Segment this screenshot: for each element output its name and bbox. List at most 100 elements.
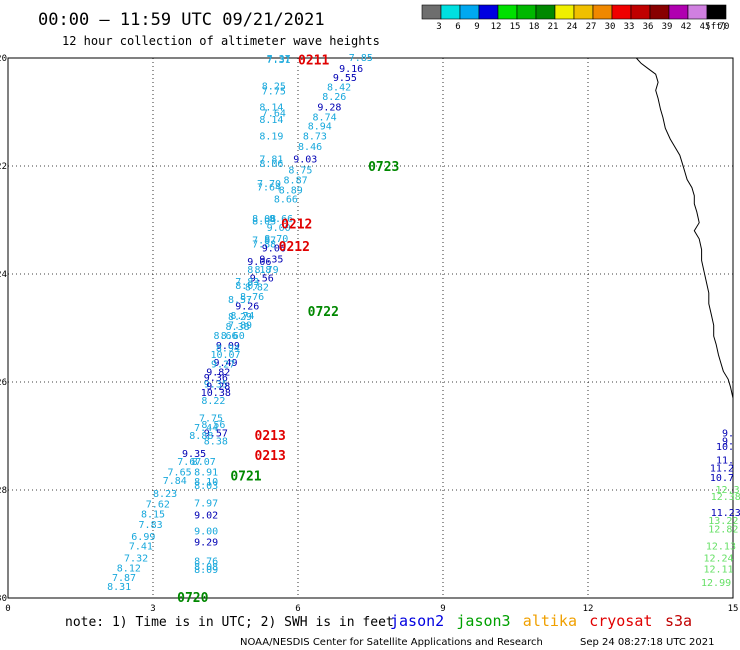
colorbar-label: 15 bbox=[510, 22, 521, 32]
axis-ticks: 0 3 6 9 12 15 -20 -22 -24 -26 -28 -30 bbox=[0, 54, 738, 614]
pass-time-label: 0212 bbox=[281, 217, 312, 232]
wave-height-label: 8.23 bbox=[153, 489, 177, 500]
colorbar-label: 30 bbox=[605, 22, 616, 32]
colorbar-swatch bbox=[516, 4, 537, 20]
x-tick-label: 0 bbox=[5, 604, 10, 614]
colorbar-swatch bbox=[592, 4, 613, 20]
colorbar-swatch bbox=[478, 4, 499, 20]
x-tick-label: 15 bbox=[728, 604, 739, 614]
y-tick-label: -20 bbox=[0, 54, 7, 64]
wave-height-label: 7.62 bbox=[146, 500, 170, 511]
y-tick-label: -26 bbox=[0, 378, 7, 388]
x-tick-label: 9 bbox=[440, 604, 445, 614]
wave-height-label: 7.32 bbox=[124, 554, 148, 565]
wave-height-label-edge: 9. bbox=[722, 428, 734, 439]
footer-note: note: 1) Time is in UTC; 2) SWH is in fe… bbox=[65, 615, 394, 630]
wave-height-label: 8.15 bbox=[141, 509, 165, 520]
pass-time-label: 0212 bbox=[279, 240, 310, 255]
wave-height-label: 8.19 bbox=[259, 131, 283, 142]
wave-height-label: 8.74 bbox=[313, 112, 337, 123]
wave-height-label: 8.07 bbox=[192, 457, 216, 468]
colorbar-label: 70 bbox=[719, 22, 730, 32]
pass-time-label: 0213 bbox=[255, 449, 286, 464]
x-tick-label: 6 bbox=[295, 604, 300, 614]
pass-time-label: 0720 bbox=[177, 591, 208, 606]
wave-height-label: 12.38 bbox=[711, 492, 740, 503]
wave-height-label: 8.46 bbox=[298, 142, 322, 153]
wave-height-label-edge: 10. bbox=[716, 442, 734, 453]
colorbar-swatch bbox=[668, 4, 689, 20]
wave-height-label: 8.76 bbox=[194, 556, 218, 567]
wave-height-label: 8.42 bbox=[327, 83, 351, 94]
wave-height-label: 11.23 bbox=[711, 508, 740, 519]
pass-time-label: 0723 bbox=[368, 160, 399, 175]
wave-height-label: 8.94 bbox=[308, 122, 332, 133]
pass-time-label: 0722 bbox=[308, 305, 339, 320]
x-tick-label: 12 bbox=[583, 604, 594, 614]
wave-height-label: 7.75 bbox=[262, 86, 286, 97]
wave-height-label: 7.87 bbox=[252, 236, 276, 247]
wave-height-label: 7.88 bbox=[252, 239, 276, 250]
wave-height-label: 9.35 bbox=[182, 449, 206, 460]
wave-height-label: 9.56 bbox=[250, 273, 274, 284]
wave-height-label: 6.99 bbox=[131, 532, 155, 543]
colorbar-label: 3 bbox=[436, 22, 441, 32]
wave-height-label: 7.75 bbox=[199, 414, 223, 425]
wave-height-label: 8.56 bbox=[201, 420, 225, 431]
wave-height-label: 8.12 bbox=[117, 563, 141, 574]
wave-height-label: 9.06 bbox=[247, 257, 271, 268]
wave-height-label: 7.83 bbox=[235, 277, 259, 288]
satellite-name: s3a bbox=[665, 612, 692, 630]
colorbar-swatch bbox=[630, 4, 651, 20]
wave-height-label: 8.18 bbox=[247, 265, 271, 276]
wave-height-label: 8.03 bbox=[194, 481, 218, 492]
wave-height-label: 9.29 bbox=[194, 537, 218, 548]
wave-height-label-edge: 11. bbox=[716, 455, 734, 466]
wave-height-label: 9.00 bbox=[267, 223, 291, 234]
wave-height-label: 9.00 bbox=[194, 527, 218, 538]
wave-height-label: 7.70 bbox=[257, 179, 281, 190]
wave-height-label: 8.73 bbox=[303, 131, 327, 142]
wave-height-label: 8.25 bbox=[262, 82, 286, 93]
wave-height-label: 9.26 bbox=[235, 301, 259, 312]
wave-height-label: 8.89 bbox=[279, 185, 303, 196]
wave-height-label: 9.57 bbox=[204, 428, 228, 439]
wave-height-label: 9.35 bbox=[204, 380, 228, 391]
wave-height-label: 12.99 bbox=[701, 578, 731, 589]
wave-height-label: 8.79 bbox=[255, 265, 279, 276]
colorbar-label: 33 bbox=[624, 22, 635, 32]
wave-height-label: 12.37 bbox=[716, 485, 740, 496]
wave-height-label: 8.26 bbox=[322, 92, 346, 103]
wave-height-label: 12.13 bbox=[706, 542, 736, 553]
wave-height-label: 13.22 bbox=[708, 516, 738, 527]
plot-grid bbox=[7, 57, 734, 599]
wave-height-label: 7.85 bbox=[349, 53, 373, 64]
wave-height-label: 7.64 bbox=[262, 109, 286, 120]
wave-height-label: 8.31 bbox=[107, 582, 131, 593]
colorbar-label: 6 bbox=[455, 22, 460, 32]
colorbar-label: 21 bbox=[548, 22, 559, 32]
wave-height-label-edge: 9. bbox=[722, 436, 734, 447]
wave-height-label: 12.24 bbox=[703, 554, 733, 565]
wave-height-label: 8.91 bbox=[194, 468, 218, 479]
wave-height-label: 7.87 bbox=[112, 573, 136, 584]
chart-subtitle: 12 hour collection of altimeter wave hei… bbox=[62, 34, 380, 48]
wave-height-label-edge: 10.7 bbox=[710, 473, 734, 484]
colorbar-label: 45 bbox=[700, 22, 711, 32]
satellite-legend: jason2 jason3 altika cryosat s3a bbox=[390, 612, 692, 630]
wave-height-label: 8.14 bbox=[259, 115, 283, 126]
wave-height-label: 9.55 bbox=[333, 73, 357, 84]
colorbar-label: 18 bbox=[529, 22, 540, 32]
wave-height-label: 12.11 bbox=[703, 564, 733, 575]
colorbar-label: 24 bbox=[567, 22, 578, 32]
wave-height-label: 9.03 bbox=[293, 155, 317, 166]
colorbar-swatch bbox=[440, 4, 461, 20]
wave-height-label: 8.08 bbox=[252, 214, 276, 225]
wave-height-label: 12.82 bbox=[708, 524, 738, 535]
chart-title: 00:00 — 11:59 UTC 09/21/2021 bbox=[38, 10, 325, 30]
wave-height-label: 7.37 bbox=[267, 54, 291, 65]
wave-height-label: 7.81 bbox=[259, 155, 283, 166]
coastline-path bbox=[635, 57, 734, 399]
satellite-name: altika bbox=[523, 612, 577, 630]
